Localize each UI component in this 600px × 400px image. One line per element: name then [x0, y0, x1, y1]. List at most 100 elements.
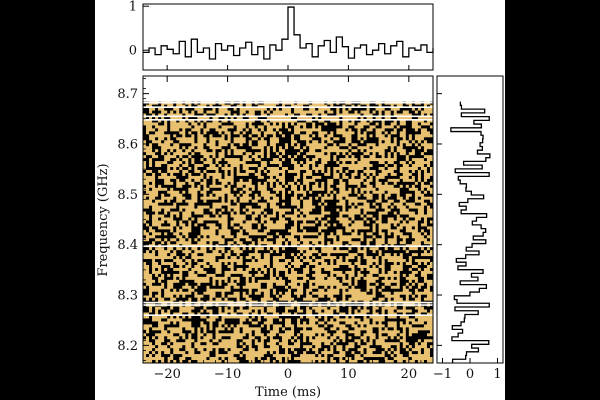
- heatmap-cell: [336, 229, 340, 233]
- heatmap-cell: [408, 104, 413, 108]
- heatmap-cell: [393, 223, 398, 227]
- heatmap-cell: [315, 178, 319, 183]
- heatmap-cell: [161, 214, 165, 218]
- heatmap-cell: [209, 146, 213, 150]
- heatmap-cell: [185, 193, 189, 198]
- heatmap-cell: [221, 250, 225, 254]
- heatmap-cell: [203, 253, 207, 257]
- heatmap-cell: [227, 223, 231, 227]
- heatmap-cell: [384, 104, 388, 108]
- heatmap-cell: [188, 122, 192, 126]
- heatmap-cell: [284, 175, 289, 180]
- heatmap-cell: [378, 208, 382, 212]
- heatmap-cell: [333, 110, 337, 114]
- heatmap-cell: [339, 119, 343, 123]
- heatmap-cell: [363, 128, 367, 132]
- heatmap-cell: [291, 119, 295, 123]
- heatmap-cell: [185, 169, 189, 174]
- heatmap-cell: [194, 181, 198, 186]
- heatmap-cell: [342, 178, 346, 183]
- heatmap-cell: [248, 211, 253, 215]
- heatmap-cell: [257, 226, 262, 230]
- heatmap-cell: [254, 131, 259, 135]
- heatmap-cell: [233, 116, 237, 120]
- heatmap-cell: [381, 226, 385, 230]
- heatmap-cell: [315, 226, 319, 230]
- heatmap-cell: [275, 250, 280, 254]
- heatmap-cell: [288, 134, 292, 138]
- heatmap-cell: [242, 119, 247, 123]
- heatmap-cell: [266, 229, 271, 233]
- heatmap-cell: [396, 214, 401, 218]
- heatmap-cell: [300, 164, 304, 168]
- heatmap-cell: [245, 220, 250, 224]
- heatmap-cell: [423, 143, 428, 147]
- heatmap-cell: [354, 196, 358, 200]
- heatmap-cell: [354, 190, 358, 195]
- heatmap-cell: [158, 161, 162, 165]
- heatmap-cell: [281, 143, 286, 147]
- heatmap-cell: [423, 223, 428, 227]
- heatmap-cell: [284, 128, 289, 132]
- heatmap-cell: [387, 184, 392, 189]
- heatmap-cell: [143, 143, 147, 147]
- heatmap-cell: [375, 226, 379, 230]
- heatmap-cell: [149, 155, 153, 159]
- heatmap-cell: [239, 122, 243, 126]
- heatmap-cell: [155, 178, 159, 183]
- heatmap-cell: [272, 196, 277, 200]
- heatmap-cell: [149, 158, 153, 162]
- heatmap-cell: [251, 137, 256, 141]
- heatmap-cell: [251, 238, 256, 242]
- heatmap-cell: [348, 175, 352, 180]
- heatmap-cell: [266, 196, 271, 200]
- heatmap-cell: [257, 175, 262, 180]
- heatmap-cell: [366, 205, 370, 209]
- heatmap-cell: [360, 229, 364, 233]
- heatmap-cell: [236, 217, 240, 221]
- heatmap-cell: [366, 214, 370, 218]
- heatmap-cell: [221, 116, 225, 120]
- heatmap-cell: [321, 190, 325, 195]
- heatmap-cell: [411, 214, 416, 218]
- heatmap-cell: [333, 235, 337, 239]
- heatmap-cell: [200, 113, 204, 117]
- heatmap-cell: [345, 178, 349, 183]
- heatmap-cell: [324, 146, 328, 150]
- heatmap-cell: [414, 199, 419, 203]
- heatmap-cell: [143, 211, 147, 215]
- heatmap-cell: [384, 187, 388, 192]
- heatmap-cell: [173, 211, 177, 215]
- heatmap-cell: [429, 107, 434, 111]
- heatmap-cell: [297, 205, 301, 209]
- heatmap-cell: [300, 134, 304, 138]
- heatmap-cell: [284, 152, 289, 156]
- heatmap-cell: [342, 223, 346, 227]
- heatmap-cell: [239, 161, 243, 165]
- heatmap-cell: [269, 187, 274, 192]
- heatmap-cell: [399, 119, 404, 123]
- heatmap-cell: [266, 193, 271, 198]
- heatmap-cell: [381, 223, 385, 227]
- heatmap-cell: [393, 184, 398, 189]
- heatmap-cell: [357, 253, 361, 257]
- heatmap-cell: [414, 131, 419, 135]
- heatmap-cell: [269, 137, 274, 141]
- heatmap-cell: [396, 253, 401, 257]
- heatmap-cell: [312, 223, 316, 227]
- heatmap-cell: [348, 217, 352, 221]
- heatmap-cell: [272, 208, 277, 212]
- heatmap-cell: [339, 125, 343, 129]
- heatmap-cell: [242, 110, 247, 114]
- heatmap-cell: [143, 226, 147, 230]
- heatmap-cell: [408, 155, 413, 159]
- heatmap-cell: [336, 169, 340, 174]
- heatmap-cell: [239, 238, 243, 242]
- heatmap-cell: [342, 128, 346, 132]
- heatmap-cell: [324, 193, 328, 198]
- heatmap-cell: [200, 134, 204, 138]
- heatmap-cell: [390, 125, 395, 129]
- heatmap-cell: [248, 229, 253, 233]
- heatmap-cell: [245, 161, 250, 165]
- heatmap-cell: [224, 232, 228, 236]
